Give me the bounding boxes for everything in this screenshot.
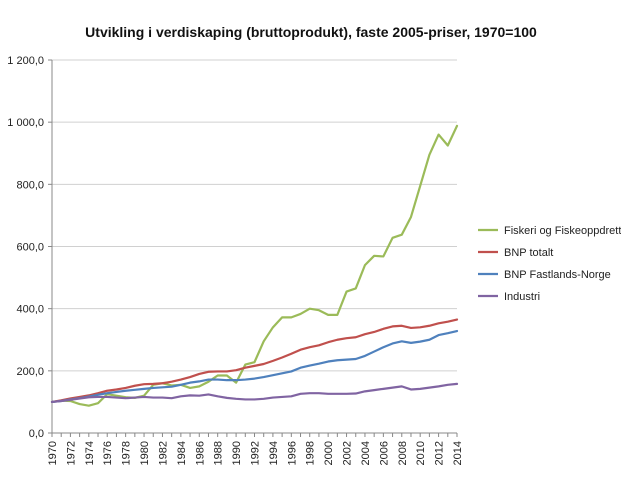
x-tick-label: 2010 (415, 441, 427, 465)
series-line-1 (50, 124, 459, 407)
x-tick-label: 1990 (231, 441, 243, 465)
x-tick-label: 1998 (305, 441, 317, 465)
grid-layer (52, 59, 457, 372)
x-tick-label: 1988 (213, 441, 225, 465)
legend-label: BNP totalt (504, 247, 553, 259)
y-tick-label: 600,0 (16, 242, 44, 254)
series-line-3 (50, 329, 459, 404)
legend-label: Industri (504, 291, 540, 303)
x-tick-label: 1996 (286, 441, 298, 465)
x-tick-label: 1994 (268, 441, 280, 465)
y-tick-label: 400,0 (16, 304, 44, 316)
x-tick-label: 1980 (139, 441, 151, 465)
x-tick-label: 1978 (121, 441, 133, 465)
x-tick-label: 1986 (194, 441, 206, 465)
y-tick-label: 1 200,0 (7, 55, 44, 67)
series-line-4 (50, 382, 459, 404)
y-tick-label: 0,0 (29, 428, 44, 440)
series-layer (50, 124, 459, 407)
x-tick-label: 2014 (452, 441, 464, 465)
x-tick-label: 1976 (102, 441, 114, 465)
x-tick-label: 1992 (250, 441, 262, 465)
chart-title: Utvikling i verdiskaping (bruttoprodukt)… (85, 24, 537, 40)
legend: Fiskeri og Fiskeoppdrett BNP totalt BNP Fa… (478, 225, 621, 303)
y-tick-label: 800,0 (16, 179, 44, 191)
x-tick-label: 1974 (84, 441, 96, 465)
axis-layer: 0,0 200,0 400,0 600,0 800,0 1 000,0 1 200,0 197… (7, 55, 464, 465)
x-tick-label: 2004 (360, 441, 372, 465)
x-tick-label: 2002 (342, 441, 354, 465)
x-tick-label: 2012 (434, 441, 446, 465)
x-tick-label: 2006 (378, 441, 390, 465)
x-tick-label: 1984 (176, 441, 188, 465)
x-tick-label: 1970 (47, 441, 59, 465)
legend-label: BNP Fastlands-Norge (504, 269, 611, 281)
x-tick-label: 1982 (157, 441, 169, 465)
series-line-2 (50, 318, 459, 404)
y-tick-label: 1 000,0 (7, 117, 44, 129)
x-tick-label: 2008 (397, 441, 409, 465)
x-tick-label: 2000 (323, 441, 335, 465)
x-tick-label: 1972 (65, 441, 77, 465)
y-tick-label: 200,0 (16, 366, 44, 378)
legend-label: Fiskeri og Fiskeoppdrett (504, 225, 621, 237)
